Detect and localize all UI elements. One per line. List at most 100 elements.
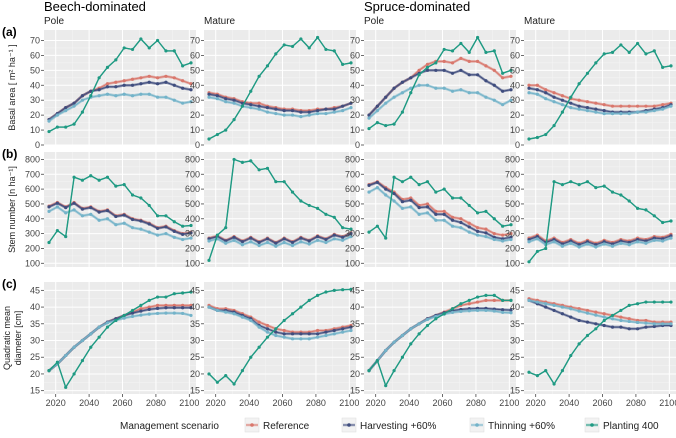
y-tick-label: 400 [345,214,360,224]
y-tick-label: 15 [190,386,200,396]
data-point [80,178,85,182]
data-point [535,374,539,378]
data-point [467,73,471,77]
data-point [375,358,379,363]
x-tick-label: 2100 [499,398,519,408]
data-point [434,61,438,65]
data-point [552,237,556,242]
legend-key-point [250,423,254,427]
data-point [315,335,320,339]
data-point [627,50,631,55]
data-point [332,332,336,336]
data-point [80,207,85,211]
data-point [501,308,505,312]
y-tick-label: 300 [25,229,40,239]
y-tick-label: 45 [350,285,360,295]
data-point [240,104,245,108]
data-point [425,323,430,328]
data-point [240,368,245,373]
group-title-spruce: Spruce-dominated [364,0,470,14]
y-tick-label: 50 [510,65,520,75]
data-point [400,110,405,114]
data-point [189,88,193,92]
data-point [484,227,488,231]
data-point [232,312,236,316]
data-point [341,238,345,242]
y-tick-label: 500 [25,199,40,209]
y-tick-label: 300 [505,229,520,239]
data-point [594,310,598,314]
data-point [644,325,648,329]
data-point [602,323,606,328]
data-point [467,302,471,306]
data-point [434,218,438,222]
data-point [72,201,76,205]
data-point [274,330,278,334]
data-point [139,76,143,80]
data-point [652,322,656,326]
data-point [459,302,463,306]
data-point [341,226,345,230]
data-point [544,302,548,306]
y-tick-label: 30 [510,95,520,105]
data-point [484,231,488,235]
data-point [627,199,631,203]
data-point [105,65,110,69]
data-point [290,109,295,113]
data-point [367,126,371,131]
data-point [139,227,143,231]
y-tick-label: 600 [25,184,40,194]
data-point [450,71,455,75]
y-tick-label: 45 [30,285,40,295]
y-tick-label: 40 [350,302,360,312]
data-point [189,236,193,240]
panel-1-4: 0 10 20 30 40 50 60 70 [510,30,676,150]
data-point [324,107,328,111]
data-point [164,49,168,53]
y-tick-label: 100 [185,258,200,268]
data-point [64,206,68,210]
y-tick-label: 300 [345,229,360,239]
data-point [367,230,371,234]
data-point [324,330,328,334]
data-point [282,180,286,184]
data-point [232,382,236,386]
data-point [552,91,556,95]
data-point [130,77,135,81]
data-point [332,107,336,111]
data-point [122,183,126,187]
data-point [627,319,631,324]
data-point [114,58,118,62]
data-point [114,223,118,227]
data-point [189,306,193,310]
y-tick-label: 20 [30,369,40,379]
data-point [55,113,59,117]
data-point [249,236,253,240]
data-point [459,217,463,221]
data-point [47,368,51,373]
data-point [282,328,286,333]
data-point [249,240,253,244]
data-point [332,215,336,219]
data-point [55,201,59,205]
data-point [97,94,101,98]
y-tick-label: 10 [30,125,40,135]
data-point [155,311,160,316]
data-point [475,211,480,215]
y-axis-title: Stem number [n ha⁻¹] [7,166,17,253]
data-point [450,89,455,93]
data-point [139,303,143,308]
data-point [147,305,151,309]
data-point [307,332,311,336]
data-point [155,233,160,237]
x-tick-label: 2080 [466,398,486,408]
panel-2-3: 100 200 300 400 500 600 700 800 [345,152,516,268]
data-point [442,187,446,191]
data-point [434,86,438,90]
data-point [484,50,488,55]
data-point [114,214,118,219]
data-point [349,287,353,291]
data-point [425,83,430,87]
y-tick-label: 30 [190,95,200,105]
y-tick-label: 400 [505,214,520,224]
